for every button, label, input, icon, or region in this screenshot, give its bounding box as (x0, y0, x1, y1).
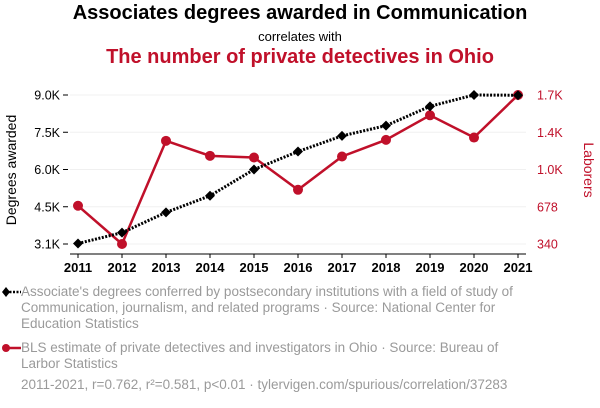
x-tick-label: 2017 (328, 260, 357, 275)
x-tick-label: 2016 (284, 260, 313, 275)
data-point-degrees (249, 164, 259, 175)
y-axis-label: Degrees awarded (3, 115, 19, 226)
y-tick-label: 9.0K (34, 89, 60, 103)
data-point-degrees (513, 90, 523, 101)
y2-tick-label: 1.7K (537, 89, 563, 103)
x-tick-label: 2015 (240, 260, 269, 275)
data-point-degrees (117, 227, 127, 238)
x-tick-label: 2018 (372, 260, 401, 275)
x-tick-label: 2020 (460, 260, 489, 275)
x-tick-label: 2019 (416, 260, 445, 275)
data-point-detectives (337, 151, 347, 162)
x-tick-label: 2012 (108, 260, 137, 275)
y-tick-label: 7.5K (34, 126, 60, 140)
chart-title-secondary: The number of private detectives in Ohio (106, 46, 494, 68)
y-tick-label: 4.5K (34, 200, 60, 214)
data-point-degrees (293, 146, 303, 157)
data-point-degrees (381, 120, 391, 131)
data-point-degrees (425, 101, 435, 112)
x-tick-label: 2021 (504, 260, 533, 275)
data-point-detectives (469, 132, 479, 143)
data-point-degrees (161, 207, 171, 218)
y2-tick-label: 1.0K (537, 163, 563, 177)
data-point-detectives (381, 134, 391, 145)
data-point-degrees (469, 90, 479, 100)
y2-tick-label: 1.4K (537, 126, 563, 140)
data-point-degrees (205, 190, 215, 201)
x-tick-label: 2014 (196, 260, 226, 275)
y-tick-label: 6.0K (34, 163, 60, 177)
x-tick-label: 2013 (152, 260, 181, 275)
data-point-detectives (205, 150, 215, 161)
data-point-detectives (117, 239, 127, 249)
legend-item-detectives: BLS estimate of private detectives and i… (21, 340, 499, 371)
legend-circle-icon (2, 344, 21, 352)
data-point-detectives (425, 110, 435, 121)
data-point-detectives (249, 152, 259, 163)
data-point-detectives (293, 184, 303, 195)
y2-axis-label: Laborers (581, 142, 597, 197)
y2-tick-label: 340 (537, 238, 558, 252)
data-point-detectives (73, 200, 83, 211)
x-tick-label: 2011 (64, 260, 92, 275)
data-point-degrees (337, 130, 347, 141)
chart-title: Associates degrees awarded in Communicat… (72, 2, 528, 24)
data-point-degrees (73, 238, 83, 249)
data-point-detectives (161, 135, 171, 146)
legend-item-degrees: Associate's degrees conferred by postsec… (21, 284, 513, 331)
chart-plot: 3.1K 4.5K 6.0K 7.5K 9.0K 340 678 1.0K 1.4K 1.7K 20… (3, 89, 597, 276)
legend-diamond-icon (2, 287, 21, 297)
y-tick-label: 3.1K (34, 238, 60, 252)
chart-subtitle: correlates with (258, 29, 342, 44)
y2-tick-label: 678 (537, 200, 558, 214)
footer-stats: 2011-2021, r=0.762, r²=0.581, p<0.01 · t… (21, 377, 508, 392)
